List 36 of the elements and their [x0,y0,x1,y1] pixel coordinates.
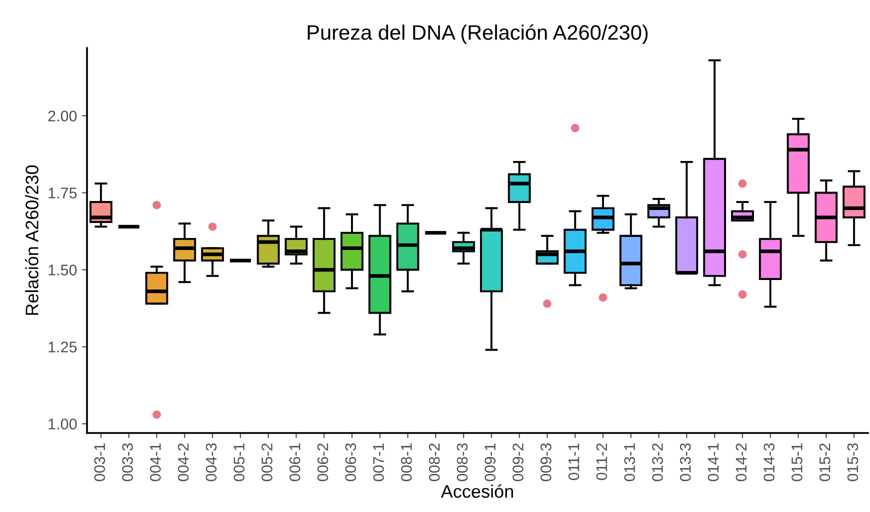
y-axis-title: Relación A260/230 [24,165,38,315]
x-tick-label: 004-3 [206,443,217,482]
x-tick-label: 009-2 [512,443,524,482]
x-tick-label: 006-1 [289,443,300,482]
x-tick-label: 008-3 [456,443,468,482]
x-tick-label: 014-2 [736,443,747,482]
x-tick-label: 011-2 [596,443,608,480]
x-tick-label: 005-1 [234,443,245,482]
x-tick-label: 014-1 [708,443,719,482]
x-tick-label: 013-2 [652,443,663,482]
x-tick-label: 015-3 [847,443,858,482]
x-tick-label: 007-1 [373,443,384,482]
x-tick-label: 004-1 [150,443,161,482]
x-tick-label: 009-3 [540,443,552,482]
x-tick-label: 013-3 [680,443,691,482]
x-tick-label: 006-2 [317,443,328,482]
x-tick-label: 005-2 [262,443,272,482]
x-tick-label: 015-2 [819,443,830,482]
y-tick-label: 1.50 [48,264,77,276]
y-tick-label: 1.25 [48,342,77,352]
y-tick-label: 1.75 [48,188,77,198]
x-axis-title: Accesión [440,484,513,498]
y-tick-label: 2.00 [48,110,77,122]
x-tick-label: 008-2 [428,443,440,482]
x-tick-label: 014-3 [764,443,774,482]
x-tick-label: 011-1 [568,443,580,480]
x-tick-label: 004-2 [178,443,189,482]
x-tick-label: 009-1 [484,443,496,482]
x-tick-label: 013-1 [624,443,636,482]
y-tick-label: 1.00 [48,418,77,430]
x-tick-label: 003-3 [122,443,133,482]
x-tick-label: 006-3 [345,443,356,482]
x-tick-label: 008-1 [401,443,412,482]
x-tick-label: 015-1 [792,443,802,482]
x-tick-label: 003-1 [94,443,106,482]
chart-title: Pureza del DNA (Relación A260/230) [308,24,648,44]
